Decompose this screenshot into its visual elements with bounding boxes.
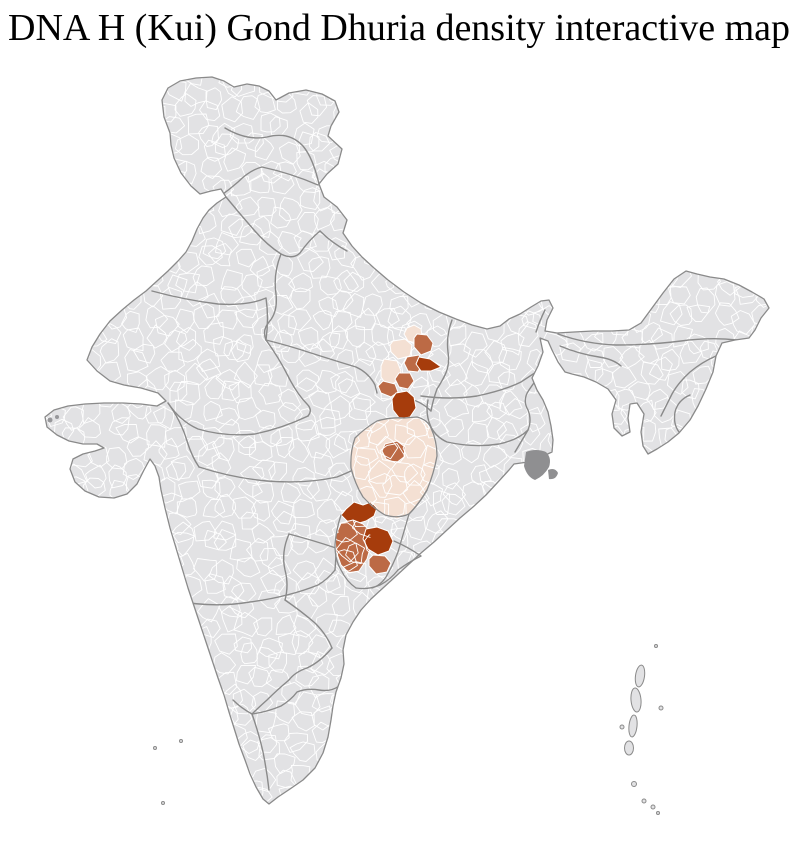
lakshadweep-islands[interactable] [153,739,183,805]
state-border-overlay [334,416,438,590]
district-d12-high-density[interactable] [340,501,378,525]
district-d15-medium-density[interactable] [368,554,392,575]
district-d05-high-density[interactable] [415,356,442,372]
district-d02-medium-density[interactable] [413,333,434,356]
district-d03-low-density[interactable] [389,338,413,360]
state-borders [151,127,738,791]
district-d08-medium-density[interactable] [377,380,399,398]
page-title: DNA H (Kui) Gond Dhuria density interact… [8,7,790,49]
district-d07-medium-density[interactable] [394,372,415,390]
kutch-islets [47,415,59,423]
sundarbans-delta-patch [524,450,558,480]
andaman-nicobar-islands[interactable] [619,644,664,815]
